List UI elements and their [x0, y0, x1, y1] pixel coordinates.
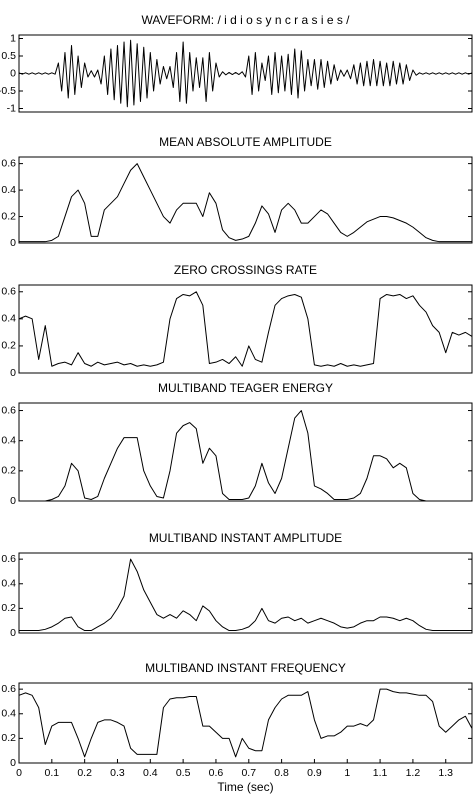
- y-tick-label: -1: [7, 102, 16, 114]
- x-tick-label: 1.1: [373, 767, 388, 779]
- data-line: [19, 163, 472, 243]
- data-line: [18, 39, 473, 108]
- y-tick-label: -0.5: [0, 85, 16, 97]
- y-tick-label: 0.6: [1, 404, 16, 416]
- plot-frame: [18, 402, 473, 502]
- y-tick-label: 0: [10, 627, 16, 639]
- panel-title: ZERO CROSSINGS RATE: [174, 263, 317, 277]
- x-tick-label: 0.2: [77, 767, 92, 779]
- y-tick-label: 0.2: [1, 340, 16, 352]
- data-line: [19, 410, 472, 502]
- panel-title: MEAN ABSOLUTE AMPLITUDE: [159, 135, 332, 149]
- x-tick-label: 0.1: [45, 767, 60, 779]
- x-tick-label: 0.3: [110, 767, 125, 779]
- y-tick-label: 0.2: [1, 210, 16, 222]
- panel-title: MULTIBAND INSTANT AMPLITUDE: [149, 531, 342, 545]
- x-tick-label: 1.2: [406, 767, 421, 779]
- x-tick-label: 1.3: [438, 767, 453, 779]
- y-tick-label: 0.6: [1, 683, 16, 695]
- y-tick-label: 0.2: [1, 465, 16, 477]
- y-tick-label: 0.2: [1, 732, 16, 744]
- y-tick-label: 0: [10, 237, 16, 249]
- y-tick-label: 0.4: [1, 313, 16, 325]
- x-tick-label: 0.4: [143, 767, 158, 779]
- data-line: [19, 558, 472, 632]
- y-tick-label: 0.4: [1, 184, 16, 196]
- x-tick-label: 0.8: [274, 767, 289, 779]
- x-tick-label: 0.6: [209, 767, 224, 779]
- y-tick-label: 0.5: [1, 50, 16, 62]
- x-tick-label: 0.5: [176, 767, 191, 779]
- plot-frame: [18, 552, 473, 634]
- y-tick-label: 0: [10, 495, 16, 507]
- x-tick-label: 1: [344, 767, 350, 779]
- panel-title: WAVEFORM: / i d i o s y n c r a s i e s …: [141, 13, 350, 27]
- plot-frame: [18, 682, 473, 764]
- data-line: [18, 291, 473, 367]
- y-tick-label: 1: [10, 32, 16, 44]
- y-tick-label: 0.4: [1, 708, 16, 720]
- y-tick-label: 0: [10, 367, 16, 379]
- x-tick-label: 0: [16, 767, 22, 779]
- x-tick-label: 0.9: [307, 767, 322, 779]
- y-tick-label: 0.6: [1, 553, 16, 565]
- y-tick-label: 0.4: [1, 578, 16, 590]
- panel-title: MULTIBAND TEAGER ENERGY: [158, 381, 333, 395]
- y-tick-label: 0.4: [1, 434, 16, 446]
- y-tick-label: 0: [10, 67, 16, 79]
- y-tick-label: 0.2: [1, 602, 16, 614]
- y-tick-label: 0.6: [1, 157, 16, 169]
- x-tick-label: 0.7: [241, 767, 256, 779]
- plot-frame: [18, 284, 473, 374]
- panel-title: MULTIBAND INSTANT FREQUENCY: [145, 661, 346, 675]
- data-line: [18, 688, 473, 758]
- plot-frame: [18, 156, 473, 244]
- y-tick-label: 0.6: [1, 286, 16, 298]
- x-axis-label: Time (sec): [217, 780, 273, 794]
- y-tick-label: 0: [10, 757, 16, 769]
